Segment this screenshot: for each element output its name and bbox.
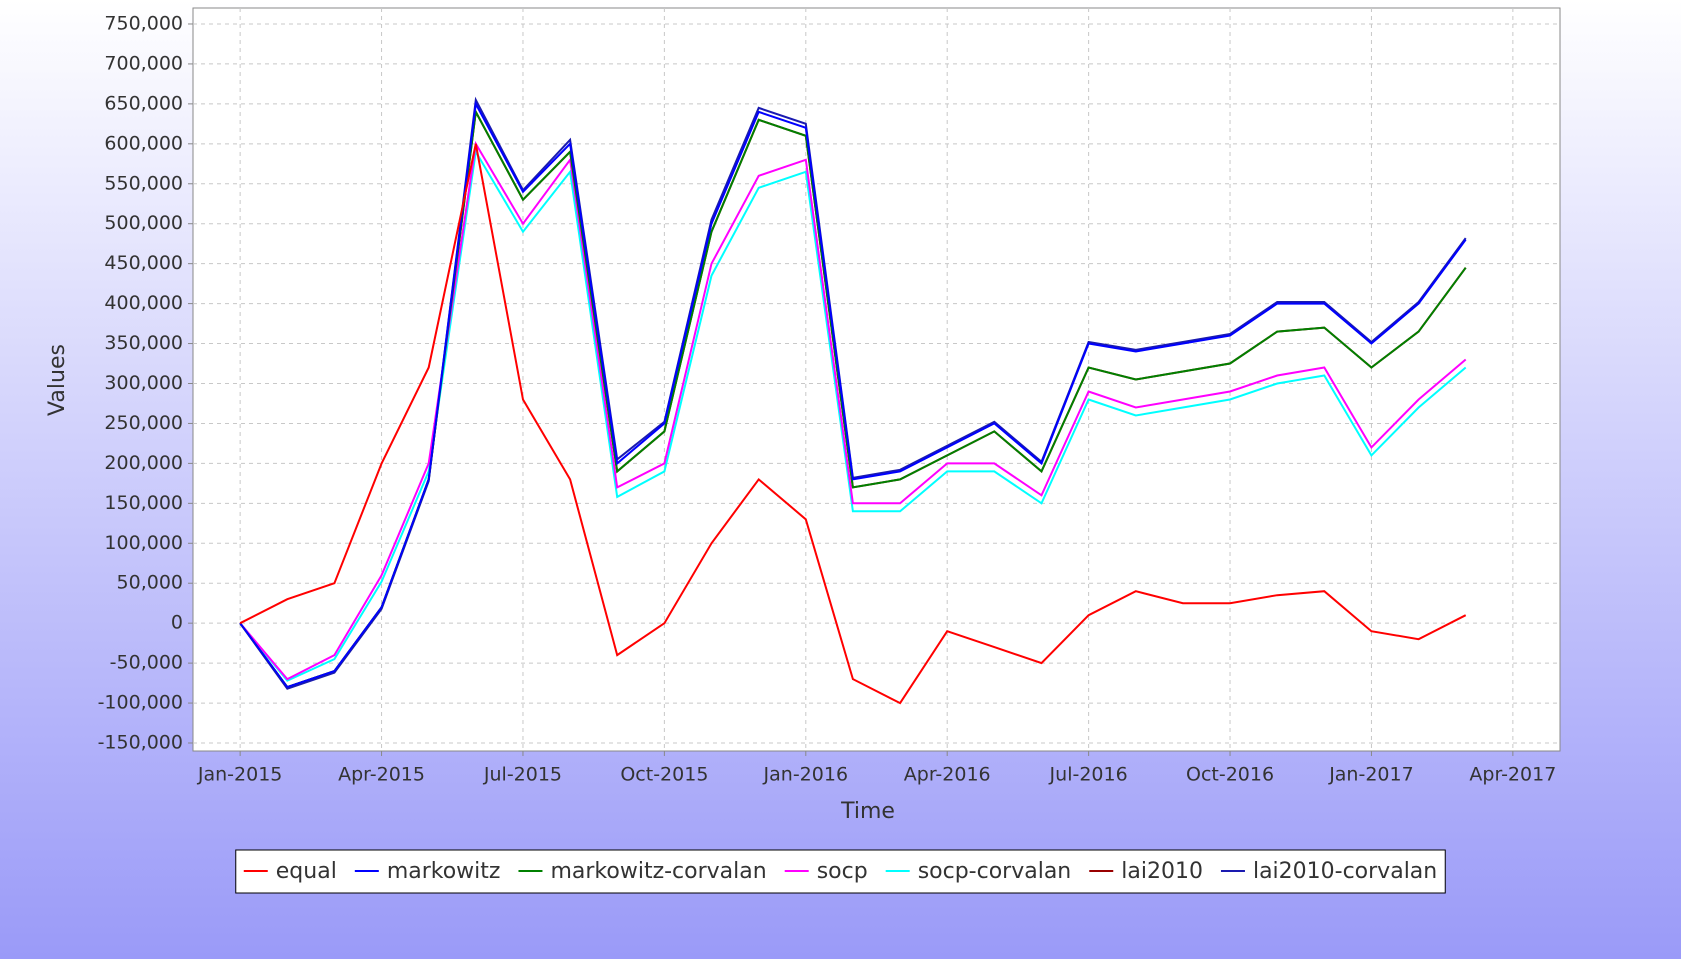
- legend-label: markowitz-corvalan: [550, 859, 766, 884]
- x-tick-label: Jul-2016: [1049, 764, 1128, 786]
- series-line: [239, 100, 1467, 689]
- legend-label: socp-corvalan: [918, 859, 1072, 884]
- y-tick-label: 750,000: [104, 12, 183, 34]
- y-tick-label: 250,000: [104, 412, 183, 434]
- y-tick-label: 300,000: [104, 372, 183, 394]
- series-line: [239, 143, 1467, 705]
- y-tick-label: 200,000: [104, 452, 183, 474]
- x-tick-label: Jan-2016: [763, 764, 849, 786]
- series-line: [239, 148, 1467, 682]
- x-tick-label: Jul-2015: [483, 764, 562, 786]
- y-tick-label: 350,000: [104, 332, 183, 354]
- plot-area: [192, 7, 1561, 752]
- x-tick-label: Apr-2016: [904, 764, 991, 786]
- x-tick-label: Oct-2016: [1186, 764, 1274, 786]
- legend-label: socp: [817, 859, 868, 884]
- x-tick-label: Jan-2015: [197, 764, 283, 786]
- x-tick-label: Jan-2017: [1328, 764, 1414, 786]
- y-tick-label: 450,000: [104, 252, 183, 274]
- y-tick-label: 600,000: [104, 132, 183, 154]
- y-tick-label: -50,000: [110, 652, 183, 674]
- y-tick-label: 100,000: [104, 532, 183, 554]
- legend: equal markowitz markowitz-corvalan socp socp…: [235, 849, 1446, 894]
- x-axis-label: Time: [840, 799, 895, 824]
- legend-label: equal: [276, 859, 337, 884]
- y-axis-label: Values: [45, 344, 70, 416]
- x-tick-label: Oct-2015: [620, 764, 708, 786]
- legend-label: lai2010: [1121, 859, 1203, 884]
- y-tick-label: 400,000: [104, 292, 183, 314]
- x-tick-label: Apr-2017: [1469, 764, 1556, 786]
- y-tick-label: 150,000: [104, 492, 183, 514]
- y-tick-label: 550,000: [104, 172, 183, 194]
- y-tick-label: 700,000: [104, 52, 183, 74]
- y-tick-label: 650,000: [104, 92, 183, 114]
- x-tick-label: Apr-2015: [338, 764, 425, 786]
- y-tick-label: 500,000: [104, 212, 183, 234]
- legend-label: lai2010-corvalan: [1253, 859, 1437, 884]
- y-tick-label: -100,000: [98, 692, 183, 714]
- y-tick-label: 50,000: [117, 572, 183, 594]
- y-tick-label: -150,000: [98, 732, 183, 754]
- y-tick-label: 0: [171, 612, 183, 634]
- legend-label: markowitz: [387, 859, 501, 884]
